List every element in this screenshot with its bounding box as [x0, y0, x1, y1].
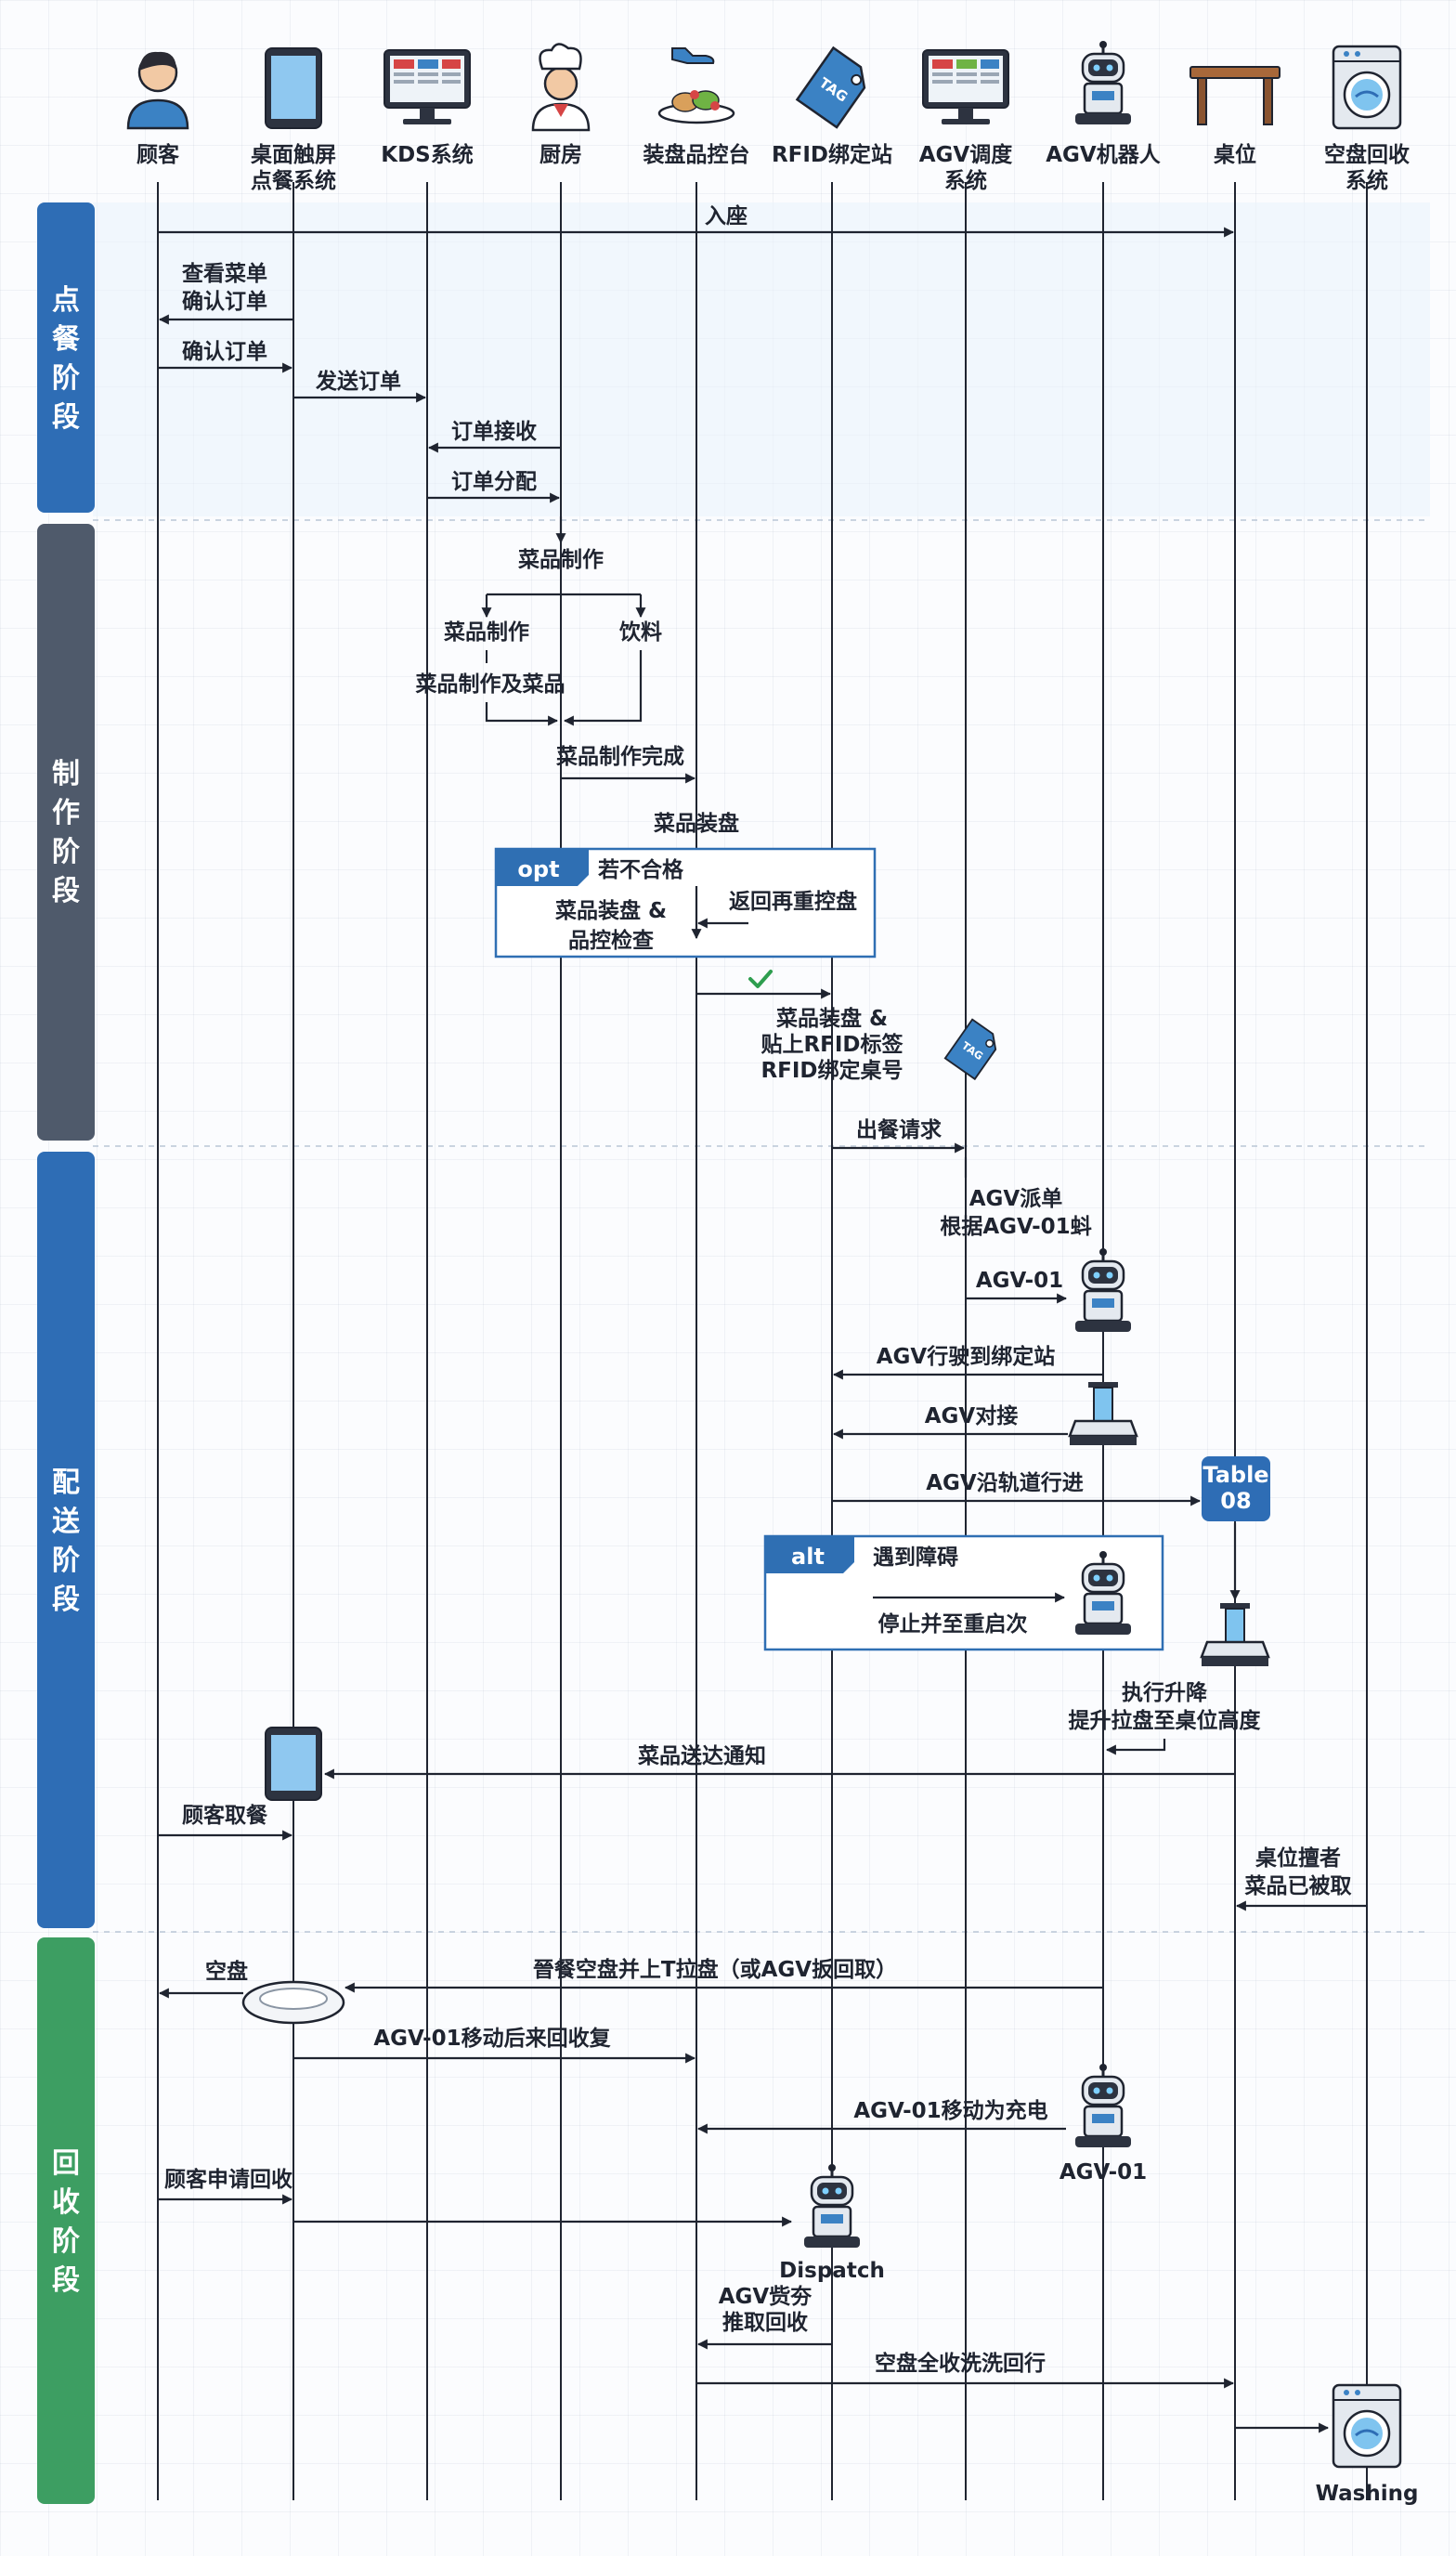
- robot-icon: [1075, 41, 1131, 124]
- monitor-icon: [922, 49, 1009, 124]
- message-label: 订单分配: [451, 470, 537, 494]
- phase-label: 配送阶段: [52, 1467, 80, 1616]
- message-label: AGV赀夯推取回收: [719, 2285, 812, 2335]
- check-icon: [748, 970, 773, 988]
- actor-label: 装盘品控台: [644, 142, 750, 167]
- robot-icon: [1075, 1248, 1131, 1332]
- message-label: 菜品装盘 &品控检查: [554, 898, 667, 953]
- monitor-icon: [384, 49, 471, 124]
- rfid-tag-icon: TAG: [943, 1018, 997, 1081]
- chef-icon: [531, 43, 591, 132]
- actor-label: 桌面触屏点餐系统: [251, 142, 336, 193]
- message-label: 订单接收: [451, 419, 537, 444]
- message-label: 空盘全收洗洗回行: [875, 2351, 1046, 2376]
- message-label: AGV派单根据AGV-01蚪: [940, 1187, 1091, 1239]
- alt-action: 停止并至重启次: [878, 1611, 1028, 1637]
- actor-label: 空盘回收系统: [1324, 142, 1410, 193]
- message-label: AGV沿轨道行进: [926, 1470, 1083, 1495]
- message-label: 确认订单: [182, 340, 267, 364]
- message-label: 菜品制作: [517, 548, 604, 572]
- washing-machine-icon: [1332, 45, 1402, 130]
- message-label: 入座: [705, 203, 748, 228]
- message-label: AGV-01移动后来回收复: [373, 2026, 611, 2051]
- message-label: AGV-01: [1060, 2160, 1147, 2184]
- phase-label: 回收阶段: [52, 2147, 80, 2297]
- robot-icon: [1075, 1551, 1131, 1635]
- tablet-icon: [265, 1727, 322, 1801]
- message-label: 菜品装盘: [653, 811, 739, 836]
- robot-icon: [804, 2164, 860, 2248]
- opt-condition: 若不合格: [598, 857, 684, 882]
- message-label: 顾客申请回收: [164, 2167, 292, 2192]
- phase-bar-production: 制作阶段: [37, 524, 95, 1141]
- message-label: AGV-01移动为充电: [853, 2098, 1047, 2123]
- message-label: 菜品制作完成: [555, 744, 684, 769]
- alt-tag: alt: [791, 1544, 825, 1570]
- opt-frame: opt 若不合格 菜品装盘 &品控检查 返回再重控盘: [494, 847, 877, 958]
- actor-label: 桌位: [1214, 142, 1256, 167]
- phase-bar-delivery: 配送阶段: [37, 1152, 95, 1928]
- message-label: 饮料: [618, 619, 662, 645]
- alt-condition: 遇到障碍: [873, 1545, 958, 1570]
- plated-dish-icon: [657, 47, 735, 124]
- table-icon: [1190, 66, 1280, 125]
- robot-icon: [1075, 2064, 1131, 2147]
- phase-ordering-bg: [93, 202, 1430, 516]
- phase-label: 点餐阶段: [52, 284, 81, 434]
- phase-bar-recycling: 回收阶段: [37, 1937, 95, 2504]
- actor-label: AGV机器人: [1046, 143, 1161, 167]
- opt-tag: opt: [517, 856, 559, 882]
- message-label: Washing: [1316, 2482, 1419, 2506]
- table-badge: Table 08: [1202, 1456, 1270, 1521]
- message-label: 返回再重控盘: [729, 889, 857, 914]
- message-label: Dispatch: [779, 2259, 885, 2283]
- message-label: 顾客取餐: [182, 1803, 268, 1828]
- phase-bar-ordering: 点餐阶段: [37, 202, 95, 513]
- message-label: AGV对接: [925, 1404, 1018, 1428]
- message-label: 出餐请求: [856, 1118, 942, 1142]
- washing-machine-icon: [1332, 2383, 1402, 2469]
- message-label: 空盘: [205, 1959, 248, 1984]
- message-label: 菜品装盘 &贴上RFID标签 RFID绑定桌号: [760, 1006, 904, 1083]
- actor-label: 厨房: [540, 142, 582, 167]
- alt-frame: alt 遇到障碍 停止并至重启次: [763, 1534, 1164, 1651]
- rfid-tag-icon: TAG: [795, 46, 866, 129]
- tablet-icon: [265, 47, 322, 129]
- lift-station-icon: [1068, 1382, 1138, 1445]
- message-label: AGV-01: [976, 1269, 1063, 1293]
- message-label: 发送订单: [315, 369, 401, 394]
- self-loop: [1105, 1739, 1166, 1755]
- actor-label: 顾客: [136, 142, 180, 167]
- message-label: 菜品制作及菜品: [415, 672, 566, 697]
- lift-station-icon: [1200, 1603, 1270, 1666]
- message-label: AGV行驶到绑定站: [877, 1344, 1055, 1369]
- message-label: 执行升降提升拉盘至桌位高度: [1069, 1680, 1262, 1733]
- join-arrow: [485, 702, 559, 726]
- join-arrow: [563, 650, 643, 726]
- person-icon: [126, 51, 189, 130]
- phase-label: 制作阶段: [52, 758, 80, 907]
- message-label: 查看菜单确认订单: [182, 262, 267, 314]
- actor-label: AGV调度系统: [919, 142, 1013, 193]
- table-badge-text: Table 08: [1202, 1462, 1268, 1514]
- message-label: 菜品送达通知: [637, 1743, 766, 1768]
- message-label: 桌位擅者菜品已被取: [1244, 1845, 1352, 1898]
- actor-label: KDS系统: [381, 142, 473, 167]
- message-label: 菜品制作: [443, 620, 529, 645]
- message-label: 晉餐空盘并上T拉盘（或AGV扳回取）: [533, 1957, 897, 1982]
- actor-label: RFID绑定站: [772, 142, 892, 167]
- plate-icon: [241, 1980, 345, 2025]
